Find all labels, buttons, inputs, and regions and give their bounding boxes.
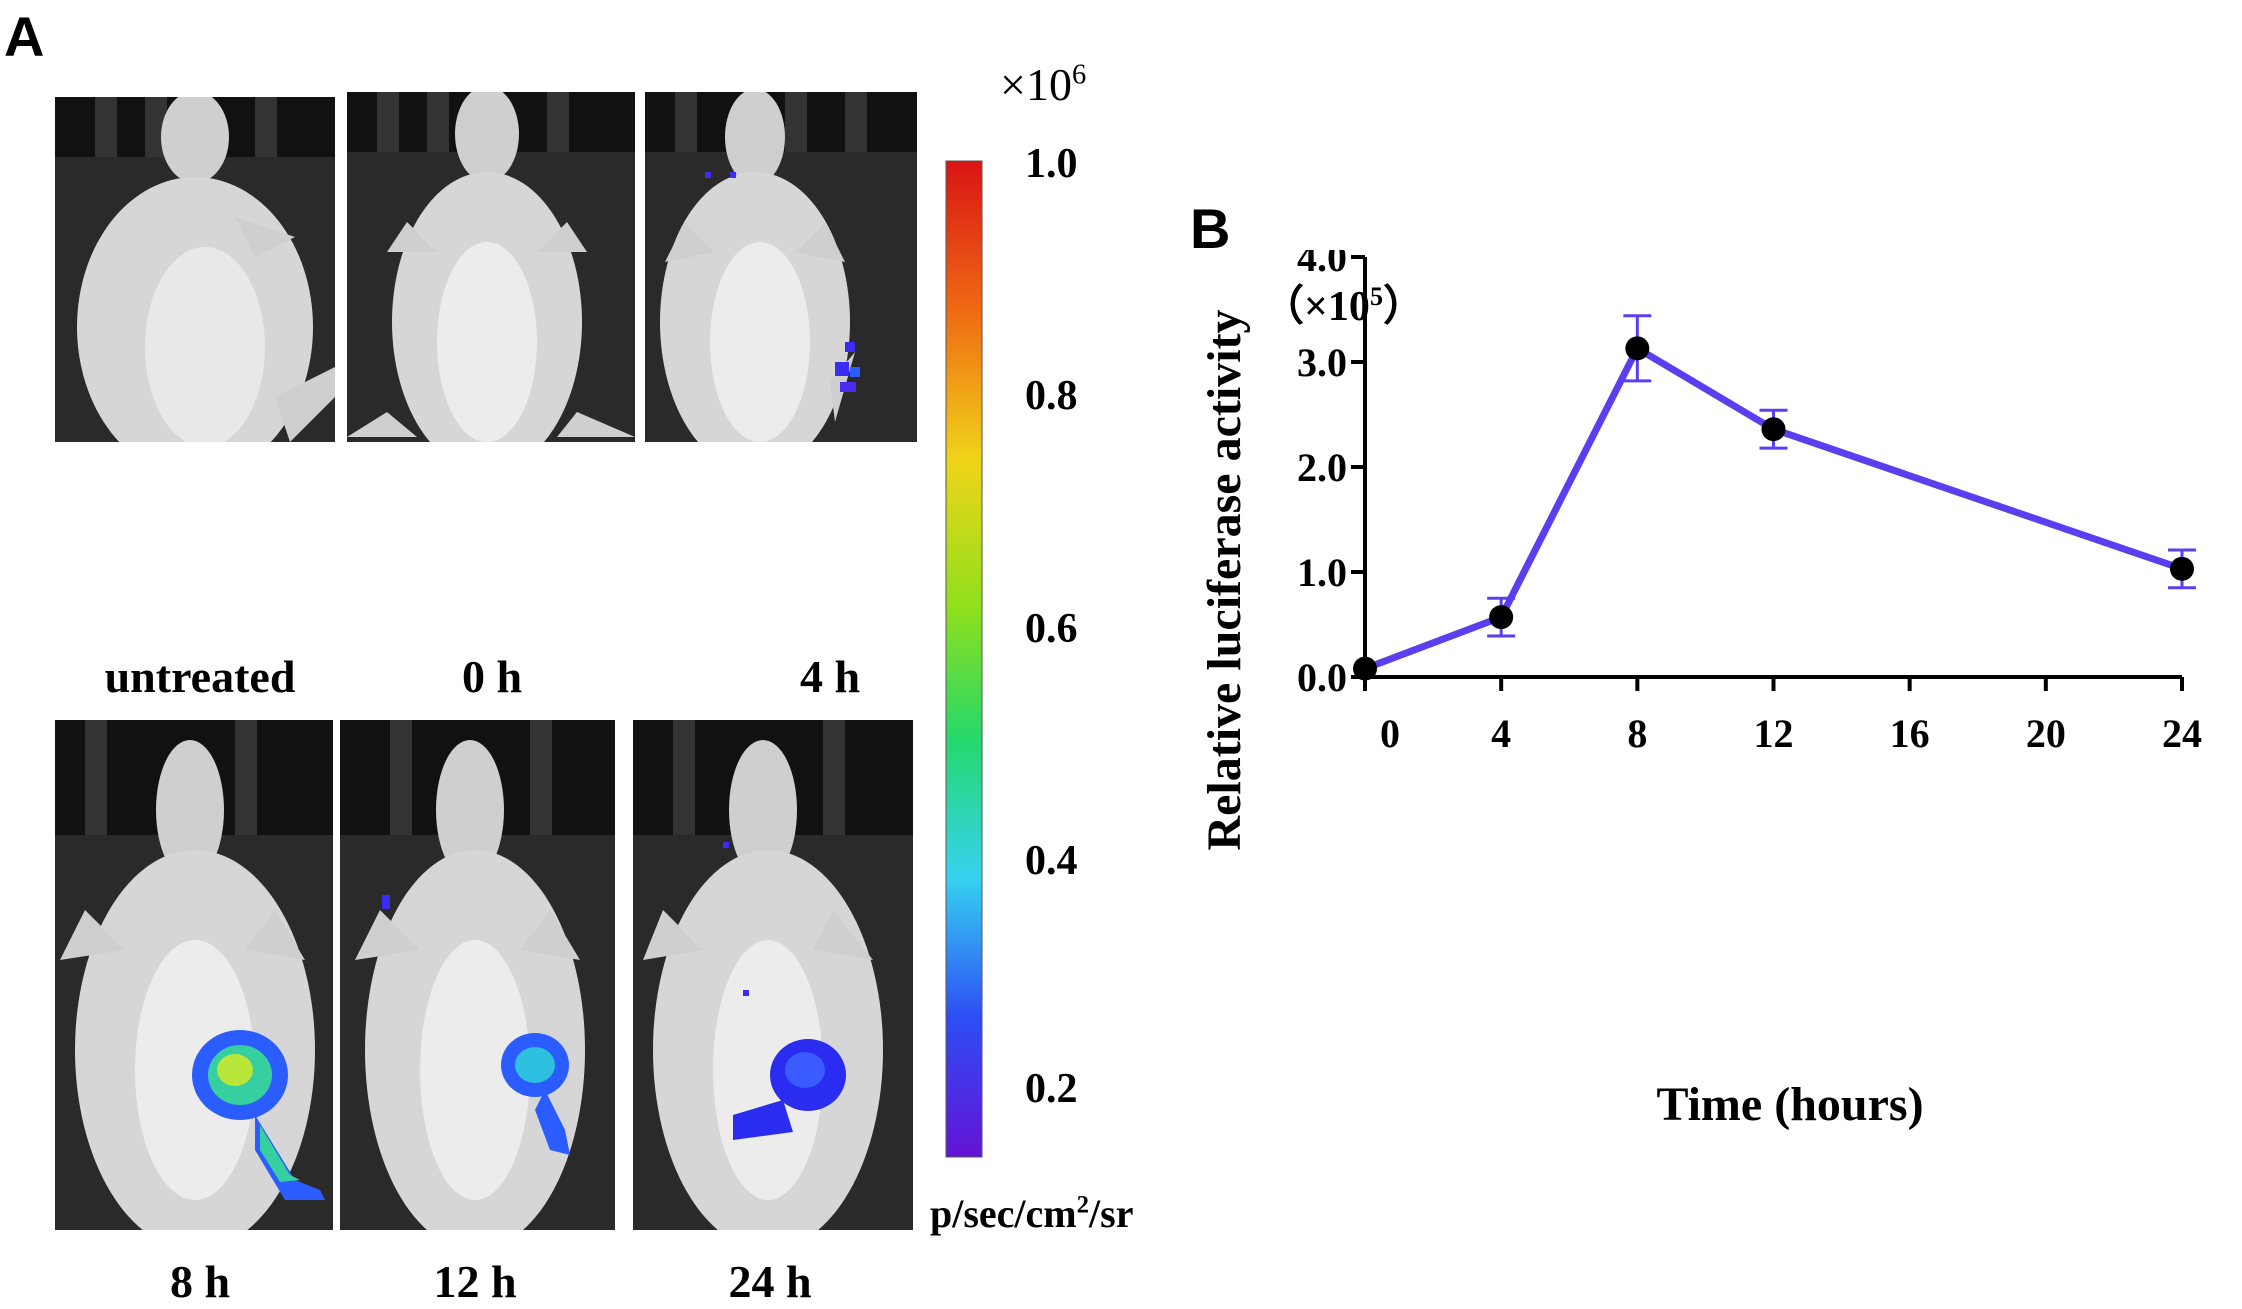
- data-point: [1761, 417, 1786, 442]
- mouse-image-4h: [645, 92, 917, 442]
- mouse-silhouette: [55, 720, 333, 1230]
- y-axis-label: Relative luciferase activity: [1198, 309, 1251, 850]
- colorbar: [945, 160, 983, 1158]
- caption-0h: 0 h: [461, 651, 523, 702]
- x-tick-label: 0: [1380, 711, 1400, 756]
- colorbar-multiplier: ×106: [1000, 59, 1087, 110]
- mouse-image-0h: [347, 92, 635, 442]
- series-line: [1363, 344, 2184, 672]
- mouse-silhouette: [633, 720, 913, 1230]
- mouse-image-untreated: [55, 97, 335, 442]
- caption-untreated: untreated: [104, 651, 296, 702]
- colorbar-tick: 0.4: [1025, 838, 1078, 884]
- mouse-silhouette: [645, 92, 917, 442]
- x-tick-label: 16: [1890, 711, 1930, 756]
- panel-a-letter: A: [4, 5, 45, 68]
- x-tick-label: 24: [2162, 711, 2202, 756]
- x-tick-label: 8: [1627, 711, 1647, 756]
- x-tick-label: 20: [2026, 711, 2066, 756]
- panel-b-letter: B: [1190, 197, 1231, 260]
- y-tick-label: 0.0: [1297, 655, 1347, 700]
- mouse-silhouette: [55, 97, 335, 442]
- caption-4h: 4 h: [799, 651, 861, 702]
- data-point: [1353, 656, 1377, 681]
- mouse-silhouette: [340, 720, 615, 1230]
- y-axis-scale-factor: （×105）: [1262, 282, 1425, 330]
- colorbar-tick: 0.8: [1025, 373, 1078, 419]
- y-tick-label: 1.0: [1297, 550, 1347, 595]
- y-tick-label: 3.0: [1297, 340, 1347, 385]
- colorbar-tick: 0.2: [1025, 1066, 1078, 1112]
- caption-12h: 12 h: [433, 1256, 517, 1307]
- colorbar-units: p/sec/cm2/sr: [930, 1191, 1134, 1236]
- data-point: [2170, 556, 2194, 581]
- mouse-image-12h: [340, 720, 615, 1230]
- y-tick-label: 2.0: [1297, 445, 1347, 490]
- mouse-image-24h: [633, 720, 913, 1230]
- colorbar-tick: 0.6: [1025, 606, 1078, 652]
- mouse-image-8h: [55, 720, 333, 1230]
- caption-24h: 24 h: [728, 1256, 812, 1307]
- line-chart: 0.01.02.03.04.00 4 8 12 16 20 24 Time (hours) …: [1198, 250, 2202, 1131]
- data-point: [1489, 605, 1514, 630]
- x-tick-label: 4: [1491, 711, 1511, 756]
- x-tick-label: 12: [1754, 711, 1794, 756]
- mouse-silhouette: [347, 92, 635, 442]
- y-tick-label: 4.0: [1297, 250, 1347, 280]
- colorbar-tick: 1.0: [1025, 141, 1078, 187]
- data-point: [1625, 336, 1650, 361]
- x-axis-label: Time (hours): [1656, 1078, 1923, 1131]
- caption-8h: 8 h: [169, 1256, 231, 1307]
